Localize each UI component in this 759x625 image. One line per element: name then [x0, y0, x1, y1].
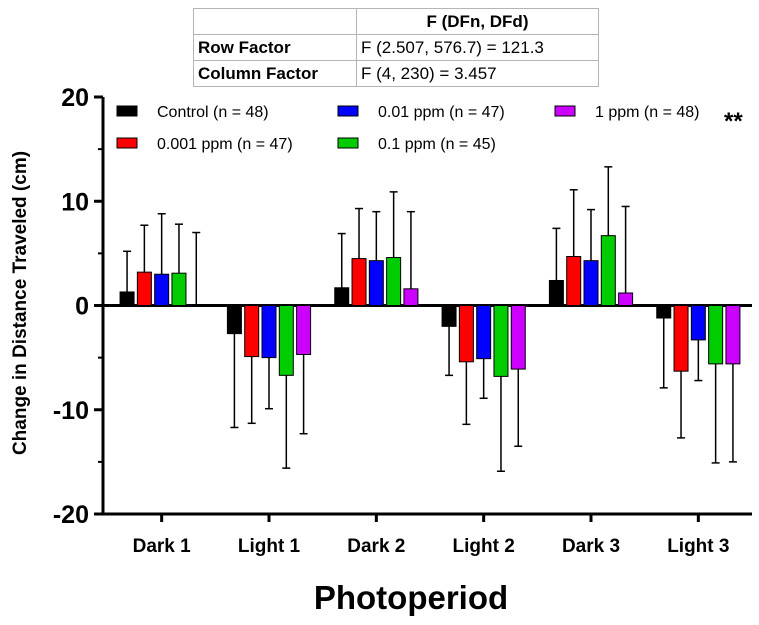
x-category-label: Dark 2 [347, 536, 405, 557]
y-tick-label: 0 [75, 293, 89, 321]
legend-swatch [337, 105, 359, 117]
bar [296, 305, 312, 355]
bar [278, 305, 294, 376]
bar [244, 305, 260, 358]
bar [458, 305, 474, 363]
bar [188, 305, 204, 307]
legend-label: 1 ppm (n = 48) [595, 104, 700, 121]
x-axis-title: Photoperiod [314, 579, 508, 616]
bar [548, 279, 564, 307]
bar [368, 260, 384, 306]
anova-stats-table: F (DFn, DFd) Row Factor F (2.507, 576.7)… [193, 8, 599, 87]
bar [261, 305, 277, 359]
bar [441, 305, 457, 327]
legend-label: 0.1 ppm (n = 45) [378, 136, 496, 153]
bar [600, 235, 616, 306]
stats-column-factor-value: F (4, 230) = 3.457 [356, 60, 599, 87]
y-axis-title: Change in Distance Traveled (cm) [10, 151, 31, 455]
bar [690, 305, 706, 341]
bar [136, 271, 152, 307]
x-category-label: Light 2 [453, 536, 515, 557]
y-tick-label: 10 [61, 188, 89, 216]
bar [725, 305, 741, 365]
bar [656, 305, 672, 319]
bar [566, 256, 582, 307]
stats-row-column-factor: Column Factor F (4, 230) = 3.457 [193, 60, 599, 87]
legend-label: 0.01 ppm (n = 47) [378, 104, 505, 121]
significance-annotation: ** [724, 108, 743, 135]
bar [226, 305, 242, 335]
bar [334, 287, 350, 306]
legend-label: 0.001 ppm (n = 47) [157, 136, 293, 153]
bar [403, 288, 419, 307]
bar [493, 305, 509, 377]
bar [171, 272, 187, 306]
bar [119, 291, 135, 307]
stats-row-factor-value: F (2.507, 576.7) = 121.3 [356, 34, 599, 61]
bar [583, 260, 599, 306]
legend-label: Control (n = 48) [157, 104, 269, 121]
bar [673, 305, 689, 372]
chart-legend: Control (n = 48) 0.001 ppm (n = 47) 0.01 p… [116, 104, 700, 153]
chart-ticks: 20 10 0 -10 -20 Dark 1 Light 1 Dark 2 Light 2 Dar… [53, 84, 730, 557]
bar [618, 292, 634, 306]
legend-swatch [116, 105, 138, 117]
x-category-label: Dark 3 [562, 536, 620, 557]
x-category-label: Light 3 [667, 536, 729, 557]
bar [351, 258, 367, 306]
bar [476, 305, 492, 360]
y-tick-label: -10 [53, 397, 89, 425]
bar [154, 273, 170, 307]
bar [510, 305, 526, 370]
legend-swatch [337, 137, 359, 149]
legend-swatch [116, 137, 138, 149]
legend-swatch [554, 105, 576, 117]
x-category-label: Dark 1 [133, 536, 192, 557]
y-tick-label: -20 [53, 501, 89, 529]
bar [386, 257, 402, 307]
y-tick-label: 20 [61, 84, 89, 112]
chart-bars [119, 166, 741, 473]
x-category-label: Light 1 [238, 536, 301, 557]
bar [708, 305, 724, 365]
